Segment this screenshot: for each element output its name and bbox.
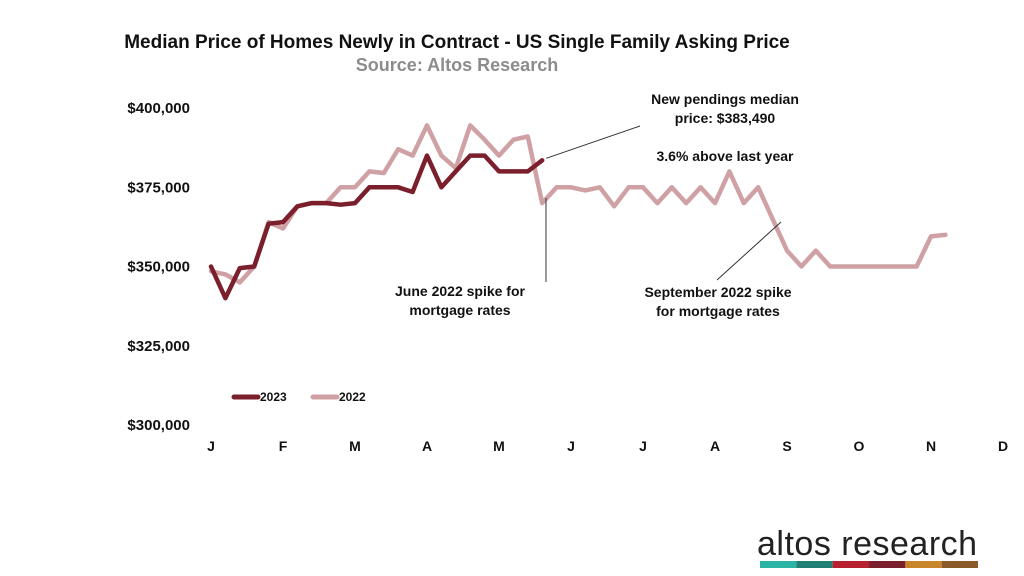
series-layer [208, 123, 948, 301]
x-tick-label: F [279, 438, 288, 454]
legend-label-2022: 2022 [339, 390, 366, 404]
x-tick-label: J [567, 438, 575, 454]
x-tick-label: A [422, 438, 432, 454]
y-tick-label: $325,000 [127, 338, 190, 355]
x-tick-label: J [207, 438, 215, 454]
logo-color-bar [760, 561, 797, 568]
x-tick-label: M [493, 438, 505, 454]
x-tick-label: D [998, 438, 1008, 454]
series-line-2023 [208, 153, 545, 301]
logo-text: altos research [757, 525, 978, 563]
annotation-leader-line [546, 125, 641, 159]
chart-title: Median Price of Homes Newly in Contract … [124, 32, 790, 53]
logo-color-bar [941, 561, 978, 568]
legend: 2023 2022 [231, 390, 366, 404]
logo-color-bar [832, 561, 869, 568]
logo-color-bar [869, 561, 906, 568]
altos-logo: altos research [757, 525, 978, 568]
legend-label-2023: 2023 [260, 390, 287, 404]
series-line-2022 [208, 123, 948, 285]
x-tick-label: A [710, 438, 720, 454]
y-tick-label: $350,000 [127, 259, 190, 276]
chart-subtitle: Source: Altos Research [356, 55, 558, 75]
annotation-leader-line [716, 221, 782, 281]
annotation-text: June 2022 spike for mortgage rates [395, 283, 526, 318]
x-tick-label: M [349, 438, 361, 454]
y-tick-label: $375,000 [127, 179, 190, 196]
annotation-text: 3.6% above last year [657, 148, 795, 164]
y-axis: $400,000 $375,000 $350,000 $325,000 $300,000 [127, 100, 190, 434]
annotation-text: September 2022 spike for mortgage rates [644, 284, 791, 319]
annotation-text: New pendings median price: $383,490 [651, 91, 799, 126]
x-tick-label: O [854, 438, 865, 454]
logo-color-bar [796, 561, 833, 568]
x-tick-label: S [782, 438, 791, 454]
y-tick-label: $300,000 [127, 417, 190, 434]
y-tick-label: $400,000 [127, 100, 190, 117]
logo-color-bar [905, 561, 942, 568]
x-tick-label: J [639, 438, 647, 454]
annotation-layer: New pendings median price: $383,490 3.6% a… [395, 91, 799, 319]
x-tick-label: N [926, 438, 936, 454]
